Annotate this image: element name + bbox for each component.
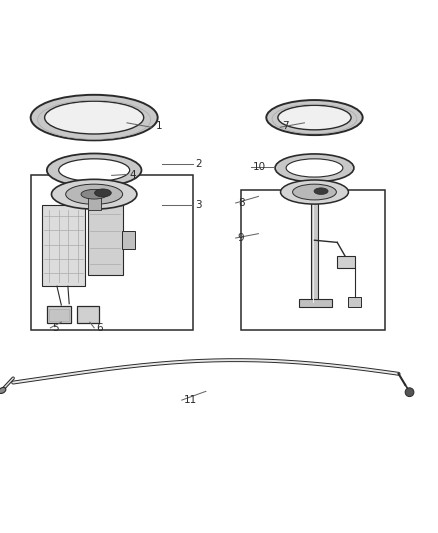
Text: 4: 4	[129, 169, 136, 180]
FancyBboxPatch shape	[31, 174, 193, 330]
Ellipse shape	[45, 101, 144, 134]
Ellipse shape	[31, 95, 158, 140]
Ellipse shape	[81, 189, 107, 199]
FancyBboxPatch shape	[77, 306, 99, 322]
Text: 9: 9	[238, 233, 244, 243]
Text: 5: 5	[53, 323, 59, 333]
FancyBboxPatch shape	[88, 196, 101, 209]
FancyBboxPatch shape	[241, 190, 385, 330]
Ellipse shape	[314, 188, 328, 195]
Ellipse shape	[66, 184, 123, 204]
FancyBboxPatch shape	[299, 299, 332, 307]
Text: 8: 8	[238, 198, 244, 208]
Ellipse shape	[266, 100, 363, 135]
FancyBboxPatch shape	[47, 306, 71, 322]
Text: 11: 11	[184, 395, 197, 405]
FancyBboxPatch shape	[42, 205, 85, 286]
Ellipse shape	[280, 180, 348, 204]
Ellipse shape	[95, 189, 111, 197]
Text: 6: 6	[96, 323, 103, 333]
Ellipse shape	[293, 184, 336, 200]
Ellipse shape	[0, 387, 6, 393]
Ellipse shape	[278, 106, 351, 130]
FancyBboxPatch shape	[49, 309, 69, 321]
Ellipse shape	[275, 154, 354, 182]
Ellipse shape	[52, 179, 137, 209]
FancyBboxPatch shape	[337, 256, 355, 268]
Text: 1: 1	[155, 122, 162, 131]
Text: 10: 10	[253, 161, 266, 172]
FancyBboxPatch shape	[348, 297, 361, 307]
Circle shape	[405, 388, 414, 397]
Text: 7: 7	[283, 122, 289, 131]
FancyBboxPatch shape	[122, 231, 135, 249]
Text: 3: 3	[195, 200, 201, 210]
Ellipse shape	[47, 154, 141, 187]
Ellipse shape	[286, 159, 343, 177]
FancyBboxPatch shape	[88, 205, 123, 275]
Text: 2: 2	[195, 159, 201, 168]
Ellipse shape	[59, 159, 130, 181]
FancyBboxPatch shape	[311, 197, 318, 302]
